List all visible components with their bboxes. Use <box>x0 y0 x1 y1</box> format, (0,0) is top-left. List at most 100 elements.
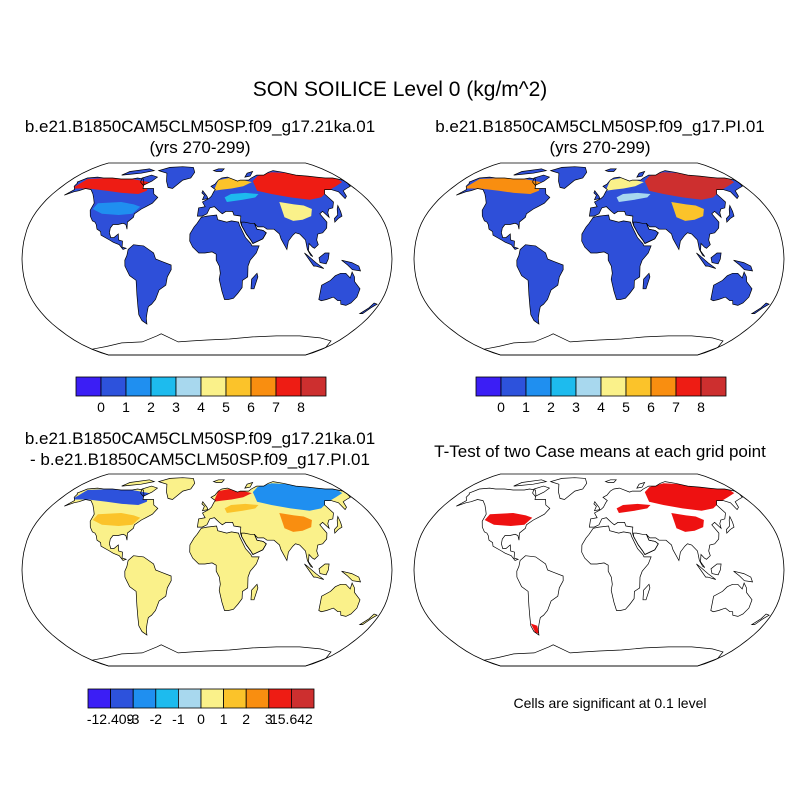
colorbar-swatch <box>225 376 252 397</box>
coastline-nz <box>750 613 770 625</box>
colorbar-swatch <box>300 376 327 397</box>
coastline-japan <box>334 204 343 223</box>
land-africa <box>189 526 260 611</box>
coastline-canada_islands <box>121 479 156 487</box>
map-panel-case2 <box>413 162 785 356</box>
colorbar-swatch <box>625 376 652 397</box>
colorbar-label: 4 <box>197 399 205 415</box>
colorbar-label: 1 <box>220 711 228 727</box>
coastline-borneo <box>318 252 330 265</box>
land-canada_islands <box>121 168 155 176</box>
colorbar-label: -12.409 <box>87 711 135 727</box>
land-novaya <box>244 482 253 489</box>
figure-title: SON SOILICE Level 0 (kg/m^2) <box>252 78 548 101</box>
field-e_europe <box>224 503 259 513</box>
colorbar-swatch <box>132 688 157 709</box>
colorbar-label: 2 <box>242 711 250 727</box>
land-arabia_link <box>241 222 267 244</box>
panel-title-line1: b.e21.B1850CAM5CLM50SP.f09_g17.21ka.01 <box>24 117 376 136</box>
colorbar-swatch <box>223 688 247 709</box>
land-north_america <box>456 177 550 250</box>
field-central_asia <box>671 202 704 221</box>
field-central_asia <box>279 513 312 532</box>
field-e_europe <box>616 192 651 202</box>
colorbar-label: 7 <box>672 399 680 415</box>
coastline-canada_islands <box>513 168 548 176</box>
coastline-greenland <box>549 166 588 189</box>
colorbar-label: 15.642 <box>270 711 313 727</box>
field-usa_mid <box>92 202 141 215</box>
colorbar-swatch <box>700 376 727 397</box>
colorbar-label: -2 <box>150 711 163 727</box>
colorbar-swatch <box>290 688 315 709</box>
field-n_canada <box>71 178 150 194</box>
colorbar-label: 6 <box>647 399 655 415</box>
panel-title-line2: - b.e21.B1850CAM5CLM50SP.f09_g17.PI.01 <box>30 450 370 469</box>
colorbar-swatch <box>550 376 577 397</box>
land-uk <box>201 501 208 511</box>
colorbar-swatch <box>75 376 102 397</box>
land-uk <box>201 190 208 200</box>
colorbar-label: 1 <box>122 399 130 415</box>
colorbar-label: 3 <box>172 399 180 415</box>
field-siberia <box>252 483 343 511</box>
land-greenland <box>158 477 195 500</box>
coastline-nz <box>358 302 378 314</box>
colorbar-difference: -12.409-3 -2 -1 0 1 2 315.642 <box>87 688 315 727</box>
coastline-greenland <box>549 477 588 500</box>
land-borneo <box>711 253 722 264</box>
coastline-south_america <box>516 244 564 325</box>
colorbar-case1: 0 1 2 3 4 5 6 7 8 <box>75 376 327 415</box>
panel-title-ttest: T-Test of two Case means at each grid po… <box>400 441 800 462</box>
land-canada_islands <box>121 479 155 487</box>
land-australia <box>318 272 360 306</box>
coastline-baffin <box>140 174 159 186</box>
colorbar-label: -3 <box>127 711 140 727</box>
colorbar-case2: 0 1 2 3 4 5 6 7 8 <box>475 376 727 415</box>
colorbar-label: 0 <box>197 711 205 727</box>
coastline-novaya <box>636 481 646 489</box>
land-borneo <box>319 253 330 264</box>
coastline-south_america <box>124 244 172 325</box>
colorbar-swatch <box>175 376 202 397</box>
colorbar-label: 8 <box>697 399 705 415</box>
coastline-baffin <box>532 485 551 497</box>
land-japan <box>726 205 734 223</box>
land-japan <box>334 516 342 534</box>
panel-title-line2: (yrs 270-299) <box>549 138 651 157</box>
coastline-madagascar <box>642 272 651 290</box>
colorbar-label: 0 <box>497 399 505 415</box>
coastline-uk <box>593 189 601 201</box>
coastline-south_america <box>516 555 564 636</box>
land-arabia_link <box>633 222 659 244</box>
coastline-arabia_link <box>633 532 659 555</box>
coastline-arabia_link <box>241 532 267 555</box>
coastline-nz <box>358 613 378 625</box>
coastline-africa <box>581 525 652 611</box>
coastline-north_america <box>64 176 159 250</box>
coastline-svalbard <box>212 168 225 172</box>
coastline-indonesia <box>304 252 325 269</box>
land-africa <box>189 215 260 300</box>
field-patagonia <box>530 623 540 634</box>
colorbar-swatch <box>200 688 225 709</box>
coastline-png <box>341 259 362 272</box>
land-south_america <box>124 244 172 324</box>
colorbar-label: 5 <box>222 399 230 415</box>
coastline-antarctica <box>90 644 332 667</box>
land-south_america <box>516 244 564 324</box>
coastline-novaya <box>244 170 254 178</box>
colorbar-swatch <box>87 688 112 709</box>
land-svalbard <box>605 168 617 172</box>
map-panel-difference <box>21 473 393 667</box>
coastline-japan <box>726 204 735 223</box>
coastline-australia <box>318 271 361 306</box>
field-n_canada <box>463 178 542 194</box>
coastline-svalbard <box>212 479 225 483</box>
coastline-indonesia <box>304 563 325 580</box>
colorbar-swatch <box>150 376 177 397</box>
coastline-svalbard <box>604 479 617 483</box>
coastline-antarctica <box>482 333 724 356</box>
coastline-north_america <box>456 487 551 561</box>
land-south_america <box>124 555 172 635</box>
